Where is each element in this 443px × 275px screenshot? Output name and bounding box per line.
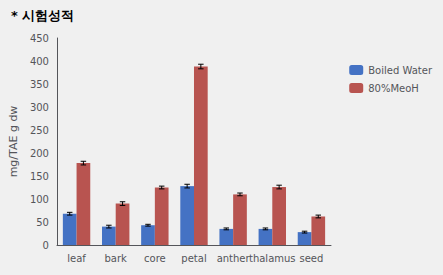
svg-text:150: 150 bbox=[30, 171, 49, 182]
svg-text:0: 0 bbox=[43, 240, 49, 251]
svg-text:100: 100 bbox=[30, 194, 49, 205]
svg-text:anther: anther bbox=[217, 253, 251, 264]
svg-text:50: 50 bbox=[36, 217, 49, 228]
svg-text:200: 200 bbox=[30, 148, 49, 159]
svg-text:250: 250 bbox=[30, 125, 49, 136]
svg-text:450: 450 bbox=[30, 33, 49, 44]
svg-text:leaf: leaf bbox=[67, 253, 86, 264]
svg-text:Boiled Water: Boiled Water bbox=[368, 65, 433, 76]
svg-text:80%MeoH: 80%MeoH bbox=[368, 83, 419, 94]
svg-text:350: 350 bbox=[30, 79, 49, 90]
svg-text:petal: petal bbox=[181, 253, 206, 264]
svg-text:seed: seed bbox=[299, 253, 323, 264]
svg-text:thalamus: thalamus bbox=[249, 253, 296, 264]
svg-text:400: 400 bbox=[30, 56, 49, 67]
svg-text:* 시험성적: * 시험성적 bbox=[11, 8, 74, 23]
svg-text:300: 300 bbox=[30, 102, 49, 113]
svg-text:bark: bark bbox=[105, 253, 128, 264]
svg-text:mg/TAE g dw: mg/TAE g dw bbox=[7, 106, 20, 178]
svg-text:core: core bbox=[144, 253, 166, 264]
